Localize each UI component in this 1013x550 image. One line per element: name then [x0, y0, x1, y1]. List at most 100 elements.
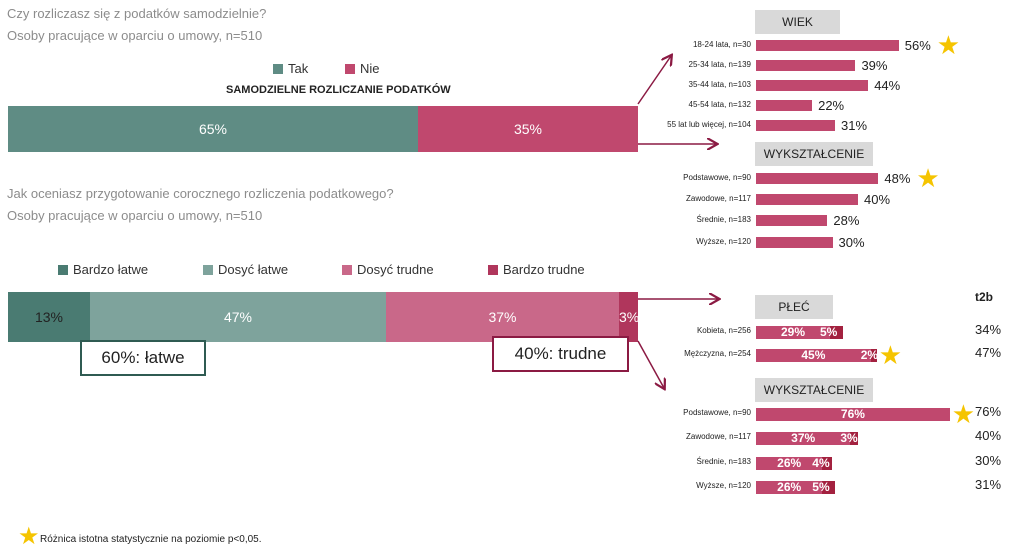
panel-header-wyksztalcenie-2: WYKSZTAŁCENIE: [755, 378, 873, 402]
t2b-value: 47%: [975, 345, 1002, 360]
value-label: 56%: [904, 38, 931, 53]
bar-segment-bardzo-trudne: [822, 457, 833, 470]
q2-segment-dosyc-latwe: 47%: [90, 292, 386, 342]
bar-segment-dosyc-trudne: [756, 408, 950, 421]
row-label: Średnie, n=183: [696, 457, 752, 466]
bar-segment-dosyc-trudne: [756, 326, 830, 339]
footnote-star-icon: ★: [18, 523, 40, 550]
significance-star-icon: ★: [951, 399, 976, 429]
bar: [756, 215, 828, 226]
panel-header-wyksztalcenie-1: WYKSZTAŁCENIE: [755, 142, 873, 166]
t2b-value: 30%: [975, 453, 1002, 468]
q2-title: Jak oceniasz przygotowanie corocznego ro…: [7, 186, 394, 201]
value-label: 39%: [861, 58, 888, 73]
arrow-to-wiek: [637, 56, 671, 105]
bar: [756, 100, 813, 111]
legend-label-dosyc-latwe: Dosyć łatwe: [218, 262, 289, 277]
bar-segment-dosyc-trudne: [756, 349, 871, 362]
value-label: 5%: [812, 480, 830, 494]
q2-subtitle: Osoby pracujące w oparciu o umowy, n=510: [7, 208, 263, 223]
bar: [756, 120, 836, 131]
bar: [756, 40, 899, 51]
row-label: Wyższe, n=120: [696, 237, 751, 246]
row-label: Zawodowe, n=117: [685, 432, 751, 441]
row-label: 55 lat lub więcej, n=104: [667, 120, 751, 129]
bar: [756, 194, 858, 205]
bar-segment-bardzo-trudne: [850, 432, 858, 445]
row-label: 45-54 lata, n=132: [688, 100, 752, 109]
row-label: Kobieta, n=256: [696, 326, 751, 335]
row-label: Podstawowe, n=90: [683, 173, 751, 182]
value-label: 76%: [840, 407, 865, 421]
bar-segment-bardzo-trudne: [822, 481, 836, 494]
q1-segment-nie: 35%: [418, 106, 638, 152]
panel-header-plec: PŁEĆ: [755, 295, 833, 319]
q2-segment-dosyc-trudne: 37%: [386, 292, 619, 342]
row-label: 18-24 lata, n=30: [692, 40, 751, 49]
t2b-header: t2b: [975, 290, 993, 304]
bar: [756, 237, 833, 248]
t2b-value: 40%: [975, 428, 1002, 443]
q1-bar-title: SAMODZIELNE ROZLICZANIE PODATKÓW: [226, 84, 451, 96]
row-label: Mężczyzna, n=254: [684, 349, 751, 358]
significance-star-icon: ★: [916, 163, 940, 193]
bar-segment-dosyc-trudne: [756, 481, 823, 494]
legend-label-bardzo-latwe: Bardzo łatwe: [73, 262, 149, 277]
value-label: 40%: [864, 192, 891, 207]
value-label: 45%: [801, 348, 826, 362]
legend-swatch-dosyc-trudne: [342, 264, 352, 275]
value-label: 3%: [840, 431, 858, 445]
value-label: 31%: [841, 118, 868, 133]
q1-subtitle: Osoby pracujące w oparciu o umowy, n=510: [7, 28, 263, 43]
bar: [756, 80, 869, 91]
t2b-value: 31%: [975, 477, 1002, 492]
value-label: 30%: [838, 235, 865, 250]
panel-header-wiek: WIEK: [755, 10, 840, 34]
value-label: 37%: [791, 431, 816, 445]
row-label: Średnie, n=183: [696, 215, 752, 224]
value-label: 4%: [812, 456, 830, 470]
row-label: Zawodowe, n=117: [685, 194, 751, 203]
value-label: 5%: [819, 325, 838, 339]
footnote-text: Różnica istotna statystycznie na poziomi…: [40, 534, 262, 545]
q1-title: Czy rozliczasz się z podatków samodzieln…: [7, 6, 267, 21]
q2-segment-bardzo-trudne: 3%: [619, 292, 639, 342]
hard-summary-box: 40%: trudne: [492, 336, 629, 372]
value-label: 44%: [874, 78, 901, 93]
row-label: 35-44 lata, n=103: [688, 80, 752, 89]
q2-legend-dosyc-trudne: Dosyć trudne: [342, 262, 434, 277]
legend-swatch-bardzo-latwe: [58, 264, 68, 275]
q2-segment-bardzo-latwe: 13%: [8, 292, 90, 342]
value-label: 22%: [818, 98, 845, 113]
significance-star-icon: ★: [878, 340, 903, 370]
bar-segment-bardzo-trudne: [829, 326, 843, 339]
t2b-value: 34%: [975, 322, 1002, 337]
value-label: 26%: [777, 456, 802, 470]
q2-legend-bardzo-trudne: Bardzo trudne: [488, 262, 585, 277]
q2-legend-dosyc-latwe: Dosyć łatwe: [203, 262, 288, 277]
bar: [756, 60, 856, 71]
legend-label-bardzo-trudne: Bardzo trudne: [503, 262, 585, 277]
row-label: Wyższe, n=120: [696, 481, 751, 490]
legend-label-dosyc-trudne: Dosyć trudne: [357, 262, 434, 277]
row-label: Podstawowe, n=90: [683, 408, 751, 417]
legend-swatch-bardzo-trudne: [488, 264, 498, 275]
bar-segment-bardzo-trudne: [870, 349, 877, 362]
value-label: 2%: [860, 348, 879, 362]
easy-summary-box: 60%: łatwe: [80, 340, 206, 376]
legend-label-nie: Nie: [360, 61, 380, 76]
value-label: 28%: [833, 213, 860, 228]
value-label: 48%: [884, 171, 911, 186]
significance-star-icon: ★: [936, 30, 961, 60]
legend-swatch-dosyc-latwe: [203, 264, 213, 275]
q1-legend-nie: Nie: [345, 61, 380, 76]
bar-segment-dosyc-trudne: [756, 457, 823, 470]
value-label: 26%: [777, 480, 802, 494]
q2-legend-bardzo-latwe: Bardzo łatwe: [58, 262, 148, 277]
bar-segment-dosyc-trudne: [756, 432, 851, 445]
value-label: 29%: [780, 325, 805, 339]
legend-swatch-tak: [273, 63, 283, 74]
row-label: 25-34 lata, n=139: [688, 60, 752, 69]
arrow-to-wyksztalcenie-2: [637, 340, 664, 388]
